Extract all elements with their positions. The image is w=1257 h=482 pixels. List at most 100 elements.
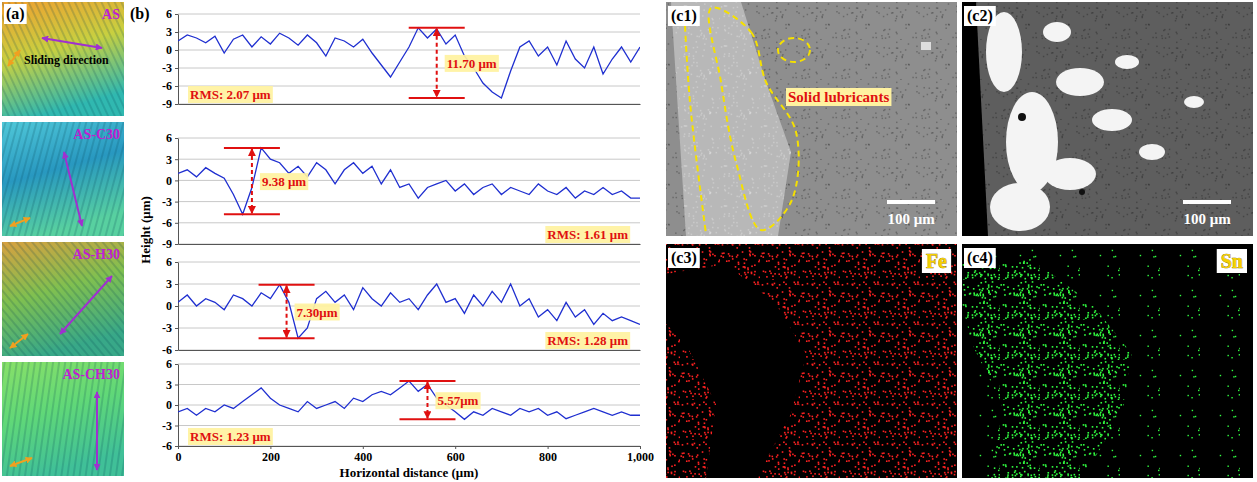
image-background (2, 122, 124, 236)
tick-label: -6 (162, 343, 172, 357)
panel-label-box (668, 6, 700, 26)
profile-line (178, 284, 640, 338)
image-texture (2, 122, 124, 236)
grid (178, 138, 640, 244)
tick-label: 3 (166, 378, 172, 392)
profile-line (60, 276, 112, 334)
rms-label: RMS: 1.61 μm (547, 227, 628, 242)
axis-line (179, 244, 641, 245)
outline (778, 38, 810, 62)
tick: -6 (162, 216, 178, 230)
tick-mark (175, 68, 178, 69)
image-background (2, 362, 124, 476)
grid-line (178, 405, 640, 406)
annotation: Solid lubricants (788, 89, 889, 105)
tick-label: 0 (176, 450, 182, 464)
tick-label: 800 (539, 450, 557, 464)
tick-label: 6 (166, 131, 172, 145)
grid-line (178, 244, 640, 245)
image-background (2, 242, 124, 356)
grid-line (178, 425, 640, 426)
tick-label: -3 (162, 61, 172, 75)
panel-label-box (4, 4, 27, 24)
tick: 3 (166, 378, 178, 392)
tin-phase (1184, 96, 1204, 108)
y-axis: -9 -6 -3 0 3 6 (162, 131, 179, 251)
tick-mark (175, 180, 178, 181)
tick: 1,000 (627, 446, 654, 464)
tick: 600 (447, 446, 465, 464)
tick-mark (175, 14, 178, 15)
tick: -9 (162, 97, 178, 111)
plot-area (178, 381, 640, 419)
depleted-zone (666, 264, 806, 478)
tick-mark (175, 32, 178, 33)
tick-mark (175, 350, 178, 351)
span-label-box (295, 304, 340, 321)
tick-label: 3 (166, 153, 172, 167)
tick-mark (175, 385, 178, 386)
line-chart: -6-3036RMS: 1.28 μm7.30μm (162, 255, 641, 357)
panel-label: (a) (6, 5, 25, 23)
panel-c: Solid lubricants100 μm(c1)100 μm(c2)Fe(c… (666, 2, 1253, 478)
tick-mark (175, 104, 178, 105)
grid-line (178, 14, 640, 15)
tick-label: -6 (162, 439, 172, 453)
tick-label: -3 (162, 419, 172, 433)
tick-label: 0 (166, 299, 172, 313)
span-line (399, 380, 455, 382)
span-label-box (260, 173, 308, 190)
image-texture (962, 2, 1253, 236)
plot-area (178, 284, 640, 338)
tick: 0 (166, 43, 178, 57)
span-arrow (436, 29, 438, 97)
sliding-arrow (10, 218, 30, 226)
tin-phase (1043, 22, 1071, 42)
tick: -3 (162, 61, 178, 75)
shadow (962, 2, 988, 236)
tin-phase (1139, 144, 1165, 160)
tick-mark (175, 86, 178, 87)
tick-label: -3 (162, 321, 172, 335)
tick-label: 6 (166, 357, 172, 371)
surface-image: AS (2, 2, 124, 116)
tick-label: 1,000 (627, 450, 654, 464)
axis-line (179, 104, 641, 105)
tick-label: -3 (162, 195, 172, 209)
tick-label: 0 (166, 174, 172, 188)
panel-label-box (964, 248, 996, 268)
image-background (666, 244, 957, 478)
panel-a: ASAS-C30AS-H30AS-CH30(a)Sliding directio… (2, 2, 124, 476)
tick-label: -9 (162, 237, 172, 251)
image-label: AS (102, 7, 120, 22)
profile-line (178, 148, 640, 214)
tick-label: 400 (354, 450, 372, 464)
element-map (666, 244, 957, 478)
scale-bar (887, 200, 935, 204)
span-line (224, 147, 280, 149)
tick-mark (175, 284, 178, 285)
span-label: 9.38 μm (262, 174, 306, 189)
grid-line (178, 306, 640, 307)
tick: -3 (162, 195, 178, 209)
tick-mark (175, 306, 178, 307)
span-label-box (435, 392, 480, 409)
line-chart: -9 -6 -3 0 3 6 RMS: 1.61 μm 9.38 μm (162, 131, 641, 251)
tick: 6 (166, 7, 178, 21)
span-line (409, 97, 465, 99)
tin-phase (1092, 109, 1132, 131)
axis-line (178, 139, 179, 245)
tick: 200 (262, 446, 280, 464)
tin-phase (1115, 55, 1139, 69)
annotations: RMS: 2.07 μm11.70 μm (188, 28, 499, 103)
grid-line (178, 284, 640, 285)
worn-band (671, 2, 791, 236)
tick-label: -9 (162, 97, 172, 111)
span-label-box (445, 55, 499, 72)
x-axis (179, 104, 641, 105)
panel-label: (b) (130, 5, 150, 23)
tick-label: 6 (166, 7, 172, 21)
tick-label: 6 (166, 255, 172, 269)
element-map (962, 259, 1132, 478)
tick: -6 (162, 79, 178, 93)
